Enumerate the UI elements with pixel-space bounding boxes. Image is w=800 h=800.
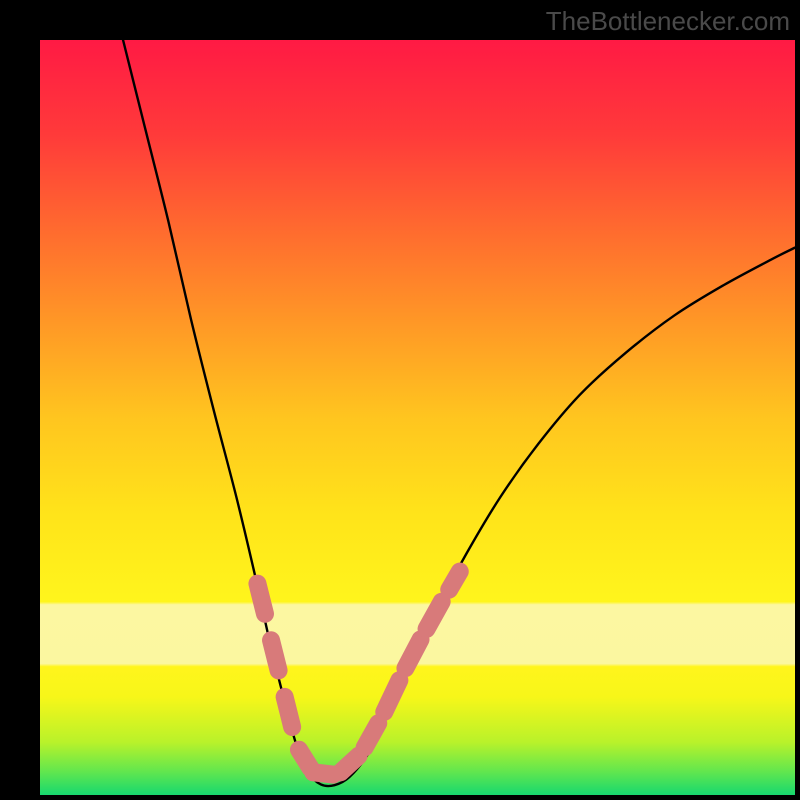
curve-marker <box>285 697 293 727</box>
curve-marker <box>449 572 460 590</box>
source-watermark: TheBottlenecker.com <box>546 6 790 37</box>
curve-marker <box>365 723 379 747</box>
plot-area <box>40 40 795 795</box>
curve-marker <box>271 640 279 670</box>
gradient-background <box>40 40 795 795</box>
chart-stage: { "source_watermark": { "text": "TheBott… <box>0 0 800 800</box>
curve-marker <box>257 584 265 614</box>
curve-marker <box>340 756 358 773</box>
curve-marker <box>313 772 333 774</box>
